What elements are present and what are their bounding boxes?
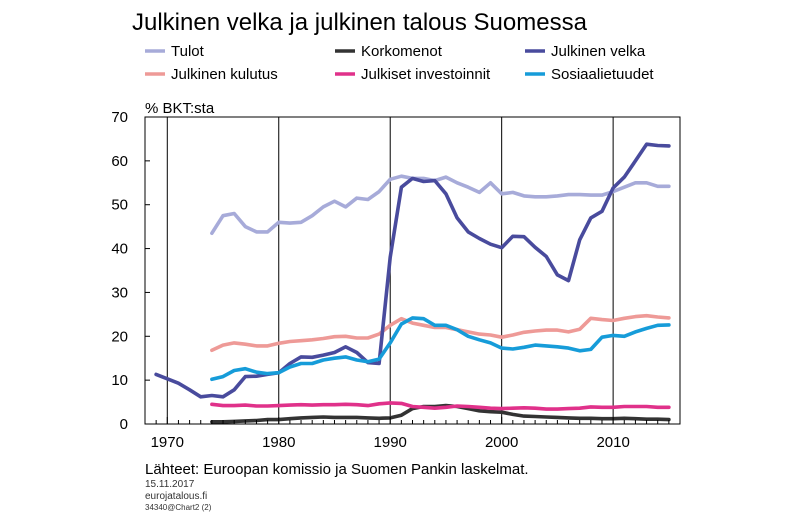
x-axis-ticks: 1970 1980 1990 2000 2010 xyxy=(144,417,681,451)
series-line-julkinen-kulutus xyxy=(210,313,671,353)
series-line-tulot xyxy=(210,174,671,235)
y-axis-unit-label: % BKT:sta xyxy=(145,100,215,117)
chart-code: 34340@Chart2 (2) xyxy=(145,503,212,512)
y-axis-ticks: 0 10 20 30 40 50 60 70 xyxy=(111,109,150,433)
series-line-julkinen-velka xyxy=(154,142,671,399)
x-tick-label: 1990 xyxy=(374,434,407,451)
x-tick-label: 2000 xyxy=(485,434,518,451)
chart-title: Julkinen velka ja julkinen talous Suomes… xyxy=(132,9,588,36)
legend-label-julkinen-kulutus: Julkinen kulutus xyxy=(171,66,278,83)
series-line-julkiset-investoinnit xyxy=(210,401,671,411)
legend-label-korkomenot: Korkomenot xyxy=(361,43,443,60)
legend-label-julkinen-velka: Julkinen velka xyxy=(551,43,646,60)
y-tick-label: 50 xyxy=(111,197,128,214)
y-tick-label: 30 xyxy=(111,284,128,301)
y-tick-label: 60 xyxy=(111,153,128,170)
series-lines xyxy=(154,142,671,424)
x-tick-label: 2010 xyxy=(596,434,629,451)
publish-date: 15.11.2017 xyxy=(145,479,195,490)
y-tick-label: 0 xyxy=(120,416,128,433)
series-line-sosiaalietuudet xyxy=(210,316,671,382)
legend-label-julkiset-investoinnit: Julkiset investoinnit xyxy=(361,66,491,83)
x-tick-label: 1970 xyxy=(151,434,184,451)
y-tick-label: 40 xyxy=(111,241,128,258)
legend: Tulot Korkomenot Julkinen velka Julkinen ku… xyxy=(145,43,654,83)
y-tick-label: 20 xyxy=(111,328,128,345)
site-name: eurojatalous.fi xyxy=(145,491,207,502)
y-tick-label: 70 xyxy=(111,109,128,126)
plot-frame xyxy=(144,116,681,425)
x-tick-label: 1980 xyxy=(262,434,295,451)
legend-label-sosiaalietuudet: Sosiaalietuudet xyxy=(551,66,654,83)
legend-label-tulot: Tulot xyxy=(171,43,205,60)
source-note: Lähteet: Euroopan komissio ja Suomen Pan… xyxy=(145,461,529,478)
y-tick-label: 10 xyxy=(111,372,128,389)
